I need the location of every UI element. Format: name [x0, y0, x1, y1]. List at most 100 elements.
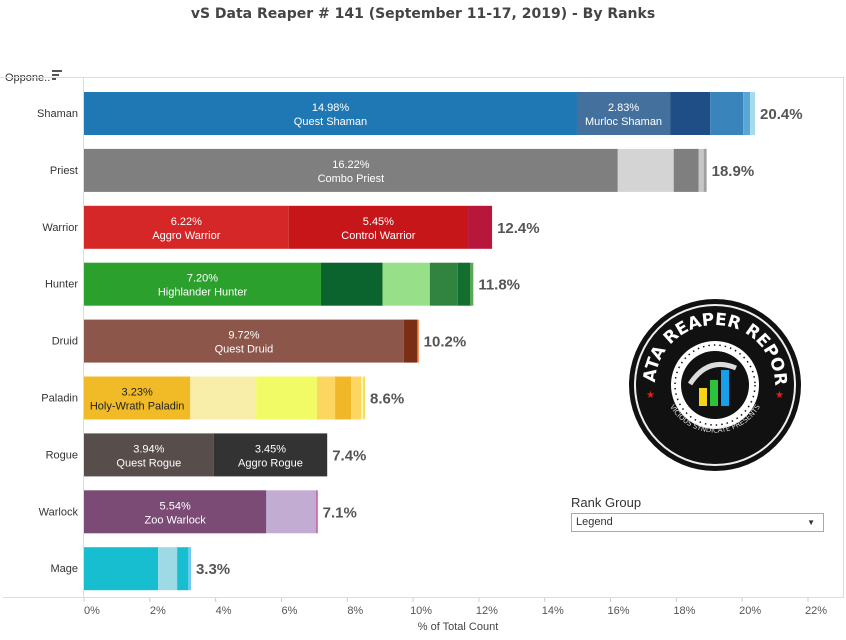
svg-text:★: ★ [646, 390, 655, 401]
bar-segment [743, 92, 751, 135]
segment-name-label: Holy-Wrath Paladin [90, 401, 185, 413]
total-label: 18.9% [712, 163, 755, 180]
category-label: Rogue [46, 449, 78, 461]
segment-value-label: 9.72% [228, 330, 259, 342]
segment-value-label: 2.83% [608, 102, 639, 114]
bar-segment [468, 205, 493, 249]
segment-value-label: 5.54% [160, 500, 191, 512]
category-label: Warlock [39, 506, 79, 518]
bar-segment [710, 92, 744, 135]
total-label: 8.6% [370, 391, 404, 408]
chart-title: vS Data Reaper # 141 (September 11-17, 2… [190, 6, 656, 22]
bar-segment [673, 148, 699, 192]
bar-segment [417, 319, 419, 363]
segment-value-label: 14.98% [312, 102, 350, 114]
category-label: Shaman [37, 108, 78, 120]
x-tick-label: 0% [84, 605, 100, 617]
category-label: Druid [52, 336, 78, 348]
bar-segment [316, 376, 336, 420]
x-tick-label: 6% [282, 605, 298, 617]
x-tick-label: 18% [673, 605, 695, 617]
category-label: Hunter [45, 279, 78, 291]
x-tick-label: 2% [150, 605, 166, 617]
segment-name-label: Combo Priest [318, 173, 385, 185]
segment-value-label: 16.22% [332, 159, 370, 171]
total-label: 20.4% [760, 106, 803, 123]
bar-segment [429, 262, 458, 306]
x-tick-label: 10% [410, 605, 432, 617]
dropdown-value: Legend [576, 516, 613, 528]
total-label: 11.8% [478, 277, 520, 294]
bar-segment [84, 92, 577, 135]
bar-segment [320, 262, 383, 306]
bar-segment [698, 148, 704, 192]
bar-segment [84, 319, 404, 363]
x-tick-label: 20% [739, 605, 761, 617]
bar-segment [316, 490, 318, 534]
bar-segment [266, 490, 317, 534]
segment-name-label: Quest Druid [215, 344, 274, 356]
x-tick-label: 22% [805, 605, 827, 617]
total-label: 7.1% [323, 504, 357, 521]
segment-value-label: 3.45% [255, 443, 286, 455]
segment-name-label: Zoo Warlock [144, 514, 206, 526]
total-label: 3.3% [196, 561, 230, 578]
sort-icon[interactable] [52, 70, 62, 82]
category-label: Warrior [42, 222, 78, 234]
legend-title: Rank Group [571, 495, 642, 510]
segment-name-label: Murloc Shaman [585, 116, 662, 128]
bar-segment [84, 205, 289, 249]
segment-value-label: 3.23% [122, 387, 153, 399]
bar-segment [363, 376, 366, 420]
bar-segment [187, 547, 191, 591]
chevron-down-icon: ▼ [807, 518, 815, 527]
bar-segment [750, 92, 756, 135]
data-reaper-logo: DATA REAPER REPORT VICIOUS SYNDICATE PRE… [628, 298, 801, 471]
bar-segment [84, 148, 618, 192]
bar-segment [84, 547, 159, 591]
segment-value-label: 5.45% [363, 216, 394, 228]
x-tick-label: 16% [608, 605, 630, 617]
segment-name-label: Quest Shaman [294, 116, 367, 128]
rank-group-dropdown[interactable]: Legend ▼ [571, 513, 824, 532]
total-label: 12.4% [497, 220, 540, 237]
bar-segment [158, 547, 178, 591]
bar-segment [84, 376, 191, 420]
segment-value-label: 7.20% [187, 273, 218, 285]
total-label: 7.4% [332, 447, 366, 464]
category-label: Paladin [41, 393, 78, 405]
bar-segment [457, 262, 471, 306]
bar-segment [382, 262, 430, 306]
x-tick-label: 4% [216, 605, 232, 617]
segment-name-label: Control Warrior [341, 230, 415, 242]
bar-segment [403, 319, 418, 363]
x-tick-label: 14% [542, 605, 564, 617]
bar-segment [361, 376, 364, 420]
segment-name-label: Aggro Warrior [152, 230, 220, 242]
segment-value-label: 6.22% [171, 216, 202, 228]
bar-segment [190, 376, 257, 420]
x-tick-label: 8% [347, 605, 363, 617]
svg-text:★: ★ [775, 390, 784, 401]
bar-segment [335, 376, 352, 420]
bar-segment [670, 92, 711, 135]
bar-segment [288, 205, 469, 249]
total-label: 10.2% [424, 334, 467, 351]
bar-segment [177, 547, 188, 591]
segment-value-label: 3.94% [133, 443, 164, 455]
category-label: Priest [50, 165, 78, 177]
bar-segment [576, 92, 671, 135]
bar-segment [351, 376, 362, 420]
segment-name-label: Highlander Hunter [158, 287, 248, 299]
bar-segment [256, 376, 317, 420]
x-axis-label: % of Total Count [418, 621, 499, 633]
bar-segment [84, 262, 321, 306]
bar-segment [703, 148, 707, 192]
bar-segment [84, 490, 267, 534]
category-label: Mage [50, 563, 78, 575]
bar-segment [470, 262, 474, 306]
bar-segment [84, 433, 214, 477]
segment-name-label: Quest Rogue [116, 457, 181, 469]
